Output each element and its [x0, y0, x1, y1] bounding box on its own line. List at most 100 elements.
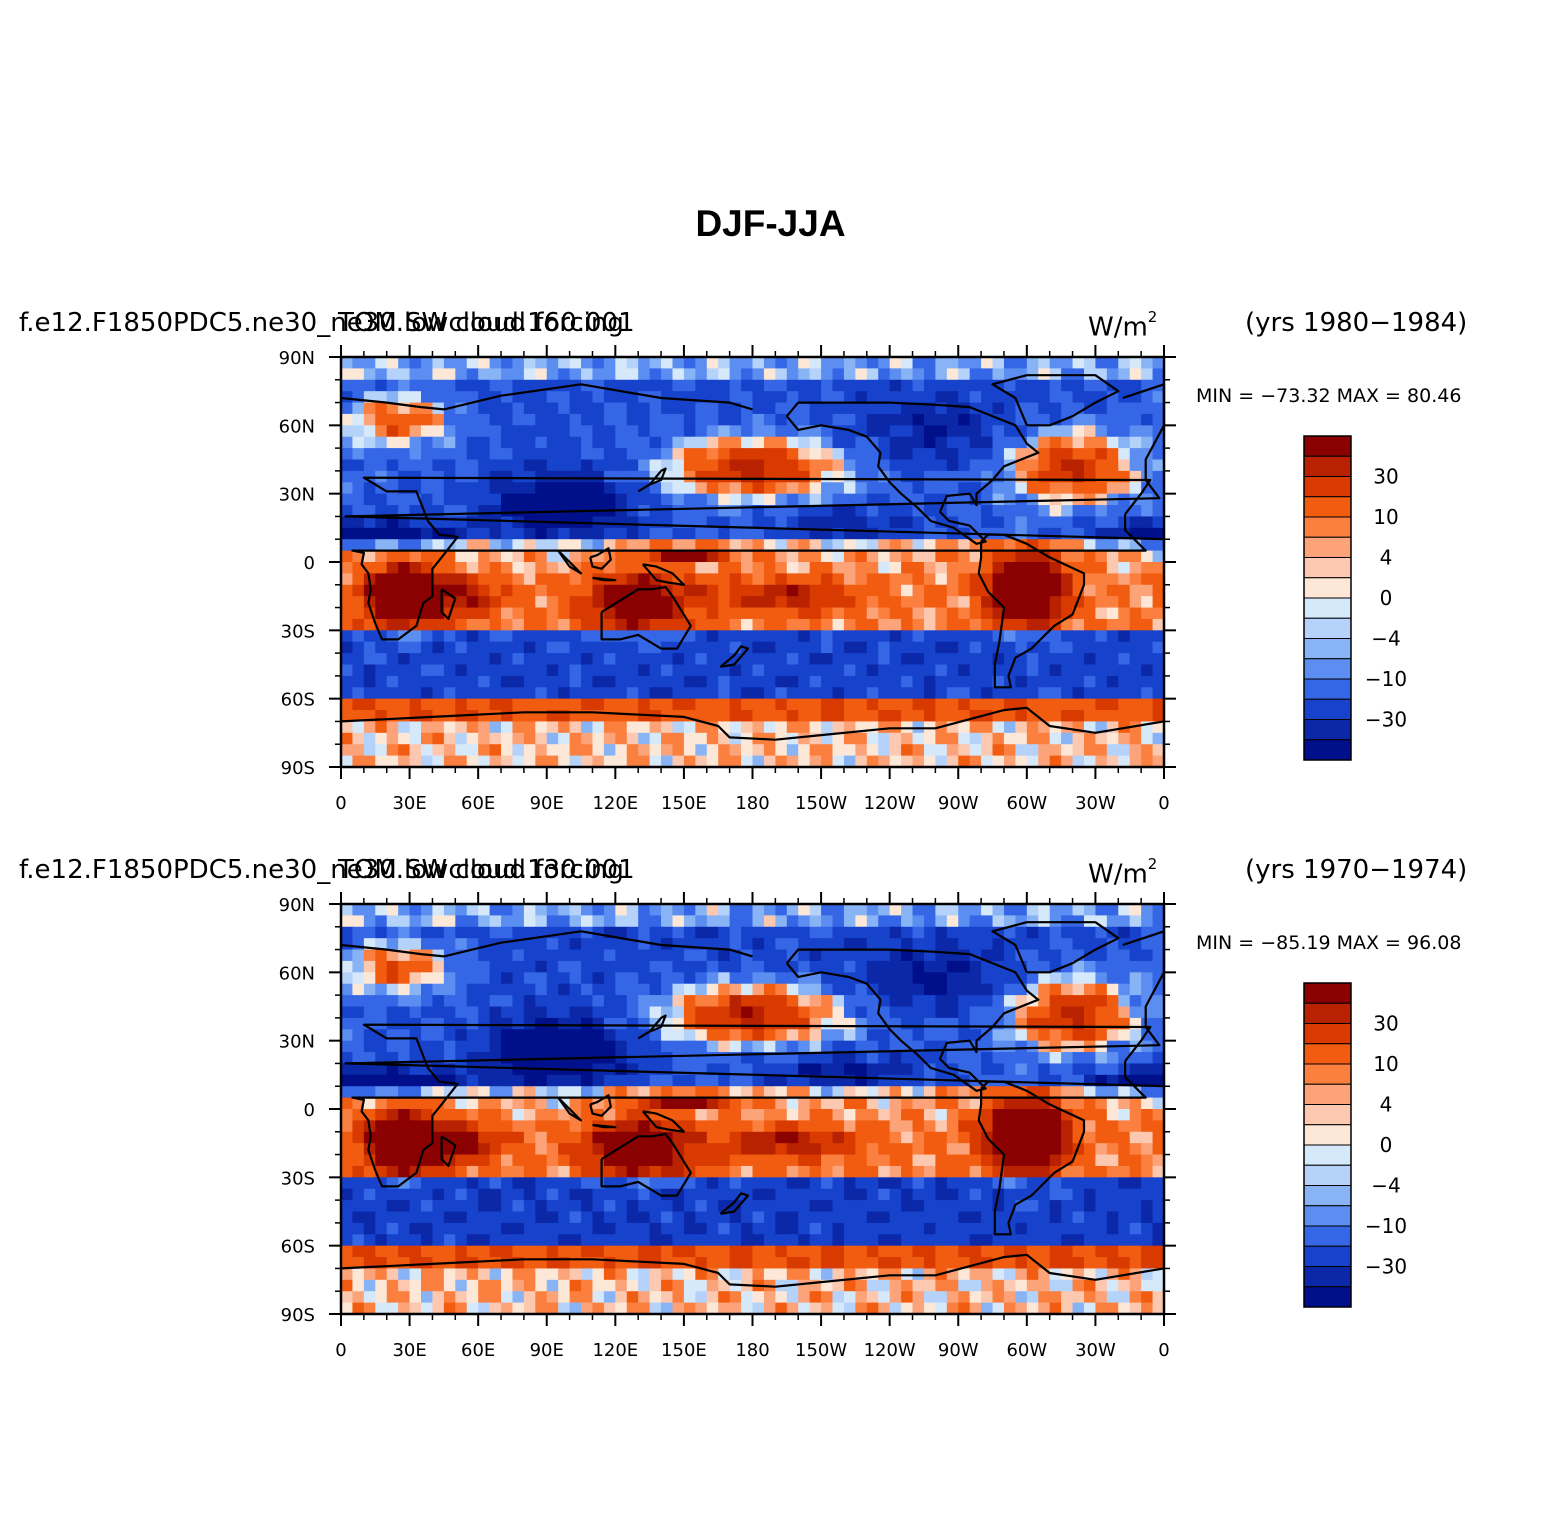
field-cell: [1003, 550, 1016, 563]
field-cell: [626, 1017, 639, 1030]
field-cell: [615, 960, 628, 973]
field-cell: [1141, 630, 1154, 643]
field-cell: [615, 664, 628, 677]
field-cell: [341, 1017, 354, 1030]
field-cell: [1083, 1006, 1097, 1019]
field-cell: [352, 527, 365, 540]
field-cell: [581, 721, 594, 734]
field-cell: [981, 607, 994, 620]
field-cell: [1015, 1109, 1028, 1121]
field-cell: [375, 687, 388, 700]
field-cell: [752, 949, 765, 962]
field-cell: [386, 550, 399, 563]
field-cell: [832, 915, 845, 928]
field-cell: [981, 482, 994, 495]
field-cell: [798, 573, 811, 586]
field-cell: [798, 425, 811, 438]
field-cell: [912, 1143, 925, 1156]
field-cell: [923, 1211, 936, 1224]
field-cell: [421, 368, 434, 381]
field-cell: [741, 1234, 754, 1247]
field-cell: [1049, 607, 1062, 620]
field-cell: [775, 1234, 788, 1247]
field-cell: [752, 1154, 765, 1167]
field-cell: [615, 1006, 628, 1019]
field-cell: [1015, 1006, 1028, 1019]
field-cell: [386, 493, 399, 506]
field-cell: [455, 482, 468, 495]
field-cell: [729, 983, 742, 996]
field-cell: [1129, 1097, 1142, 1110]
field-cell: [706, 698, 719, 711]
field-cell: [992, 1052, 1005, 1065]
field-cell: [523, 710, 536, 723]
field-cell: [466, 1245, 479, 1258]
field-cell: [958, 1222, 971, 1235]
field-cell: [649, 1165, 662, 1178]
field-cell: [661, 550, 674, 563]
field-cell: [1129, 596, 1142, 609]
field-cell: [706, 584, 719, 597]
field-cell: [786, 1097, 799, 1110]
field-cell: [763, 1120, 776, 1133]
field-cell: [878, 1120, 891, 1133]
field-cell: [341, 710, 354, 723]
field-cell: [946, 1120, 959, 1133]
field-cell: [809, 744, 822, 757]
field-cell: [866, 1200, 879, 1213]
field-cell: [661, 732, 674, 745]
field-cell: [729, 1052, 742, 1065]
field-cell: [1083, 960, 1097, 973]
field-cell: [489, 618, 502, 631]
field-cell: [889, 1245, 902, 1258]
field-cell: [981, 550, 994, 563]
field-cell: [1038, 573, 1051, 586]
field-cell: [638, 960, 651, 973]
field-cell: [375, 675, 388, 688]
field-cell: [386, 596, 399, 609]
field-cell: [752, 744, 765, 757]
field-cell: [775, 1200, 788, 1213]
field-cell: [683, 1177, 696, 1190]
field-cell: [661, 1074, 674, 1087]
coastline-11: [557, 549, 583, 575]
field-cell: [1152, 1063, 1165, 1076]
field-cell: [455, 1165, 468, 1178]
field-cell: [466, 562, 479, 574]
field-cell: [558, 402, 571, 415]
field-cell: [855, 972, 868, 985]
field-cell: [466, 698, 479, 711]
field-cell: [683, 368, 696, 381]
field-cell: [981, 1086, 994, 1099]
field-cell: [695, 1222, 708, 1235]
field-cell: [1061, 1131, 1074, 1144]
field-cell: [901, 562, 914, 574]
field-cell: [626, 550, 639, 563]
field-cell: [946, 1211, 959, 1224]
field-cell: [889, 550, 902, 563]
field-cell: [672, 516, 685, 529]
field-cell: [512, 641, 525, 654]
field-cell: [558, 664, 571, 677]
field-cell: [832, 949, 845, 962]
field-cell: [821, 607, 834, 620]
field-cell: [432, 687, 445, 700]
field-cell: [832, 721, 845, 734]
field-cell: [1061, 904, 1074, 916]
field-cell: [478, 972, 491, 985]
field-cell: [1015, 926, 1028, 939]
field-cell: [1038, 675, 1051, 688]
field-cell: [626, 607, 639, 620]
field-cell: [718, 710, 731, 723]
field-cell: [969, 1188, 982, 1201]
field-cell: [546, 379, 559, 392]
min-value: −85.19: [1260, 932, 1331, 954]
field-cell: [1129, 653, 1142, 666]
field-cell: [855, 1006, 868, 1019]
field-cell: [443, 368, 456, 381]
field-cell: [935, 698, 948, 711]
field-cell: [569, 972, 582, 985]
field-cell: [1015, 436, 1028, 449]
field-cell: [901, 379, 914, 392]
field-cell: [398, 1120, 411, 1133]
